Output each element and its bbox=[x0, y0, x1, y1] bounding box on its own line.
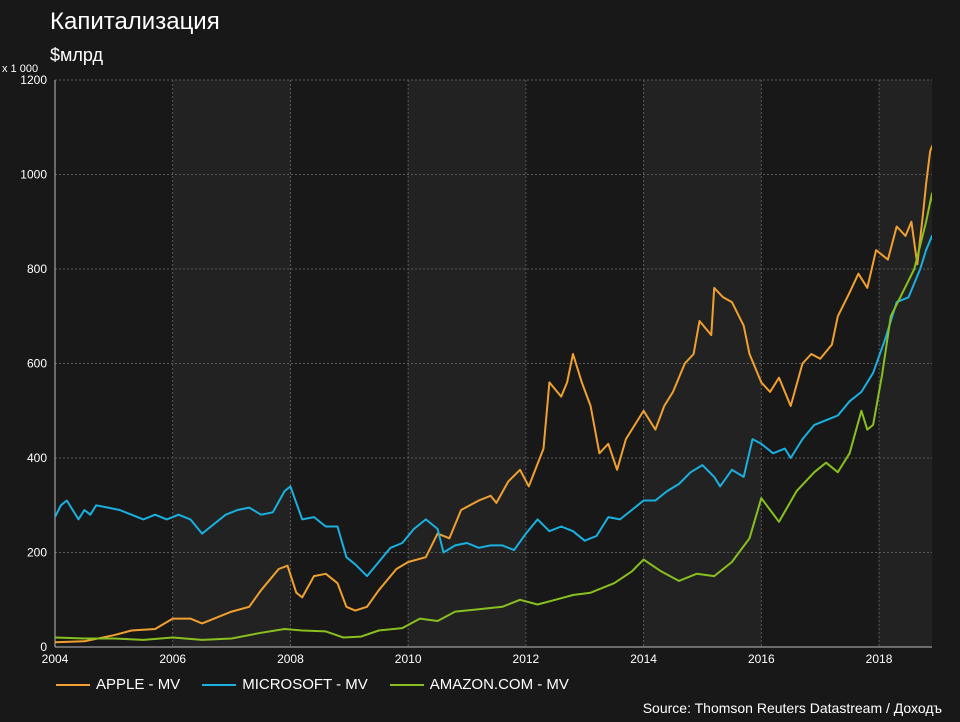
source-note: Source: Thomson Reuters Datastream / Дох… bbox=[642, 700, 942, 716]
y-axis-multiplier-label: x 1 000 bbox=[2, 63, 38, 75]
y-tick-label: 400 bbox=[27, 451, 47, 465]
y-tick-label: 800 bbox=[27, 262, 47, 276]
legend: APPLE - MV MICROSOFT - MV AMAZON.COM - MV bbox=[56, 676, 591, 693]
series-lines bbox=[55, 144, 932, 644]
chart-title: Капитализация bbox=[50, 8, 220, 35]
legend-label: AMAZON.COM - MV bbox=[429, 676, 569, 693]
x-tick-label: 2012 bbox=[513, 652, 540, 666]
x-tick-label: 2010 bbox=[395, 652, 422, 666]
x-tick-label: 2016 bbox=[748, 652, 775, 666]
legend-label: APPLE - MV bbox=[96, 676, 181, 693]
grid-lines bbox=[55, 79, 932, 648]
chart-subtitle: $млрд bbox=[50, 45, 103, 65]
legend-item: APPLE - MV bbox=[56, 676, 180, 693]
y-tick-label: 1000 bbox=[20, 168, 47, 182]
series-line-0 bbox=[55, 144, 932, 644]
legend-swatch bbox=[202, 683, 237, 686]
x-tick-label: 2018 bbox=[866, 652, 893, 666]
y-tick-label: 0 bbox=[40, 640, 47, 654]
axes: 0 200 400 600 800 1000 1200 2004 2006 2008 2010 201… bbox=[20, 73, 932, 666]
legend-item: AMAZON.COM - MV bbox=[389, 676, 569, 693]
series-line-2 bbox=[55, 192, 932, 641]
x-tick-label: 2006 bbox=[159, 652, 186, 666]
legend-label: MICROSOFT - MV bbox=[242, 676, 368, 693]
x-tick-label: 2008 bbox=[277, 652, 304, 666]
series-line-1 bbox=[55, 234, 932, 578]
legend-swatch bbox=[389, 683, 424, 686]
legend-swatch bbox=[56, 683, 90, 686]
x-tick-label: 2004 bbox=[42, 652, 69, 666]
legend-item: MICROSOFT - MV bbox=[202, 676, 368, 693]
x-tick-label: 2014 bbox=[630, 652, 657, 666]
plot-band bbox=[55, 80, 173, 647]
y-tick-label: 600 bbox=[27, 357, 47, 371]
y-tick-label: 200 bbox=[27, 546, 47, 560]
y-tick-label: 1200 bbox=[20, 73, 47, 87]
